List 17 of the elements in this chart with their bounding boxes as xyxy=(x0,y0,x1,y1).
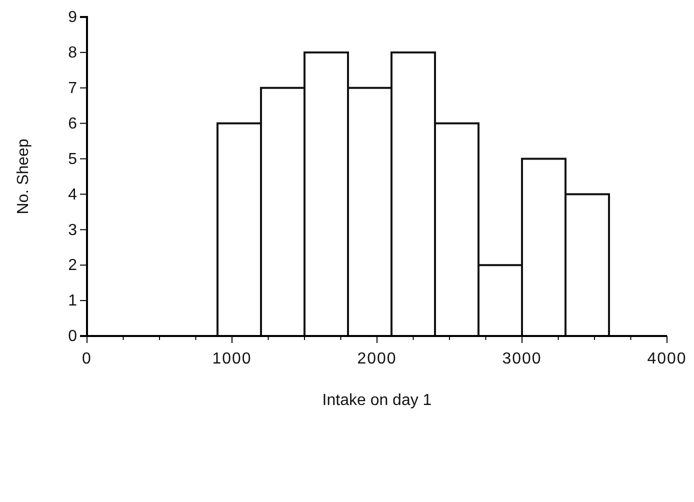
x-tick-label: 2000 xyxy=(357,350,397,368)
y-tick-label: 0 xyxy=(68,328,78,346)
y-tick-label: 4 xyxy=(68,186,78,204)
y-tick-label: 3 xyxy=(68,222,78,239)
y-tick-label: 1 xyxy=(68,292,78,310)
y-tick-label: 5 xyxy=(68,150,78,168)
x-tick-label: 4000 xyxy=(647,350,687,368)
y-tick-label: 2 xyxy=(68,257,78,274)
x-axis-title: Intake on day 1 xyxy=(322,392,432,409)
y-tick-label: 8 xyxy=(68,44,78,62)
x-tick-label: 1000 xyxy=(212,350,252,368)
y-tick-label: 9 xyxy=(68,9,78,26)
x-tick-label: 3000 xyxy=(502,350,542,368)
y-tick-label: 6 xyxy=(68,115,78,132)
y-tick-label: 7 xyxy=(68,80,78,98)
y-axis-title: No. Sheep xyxy=(15,138,32,214)
x-tick-label: 0 xyxy=(82,350,92,368)
